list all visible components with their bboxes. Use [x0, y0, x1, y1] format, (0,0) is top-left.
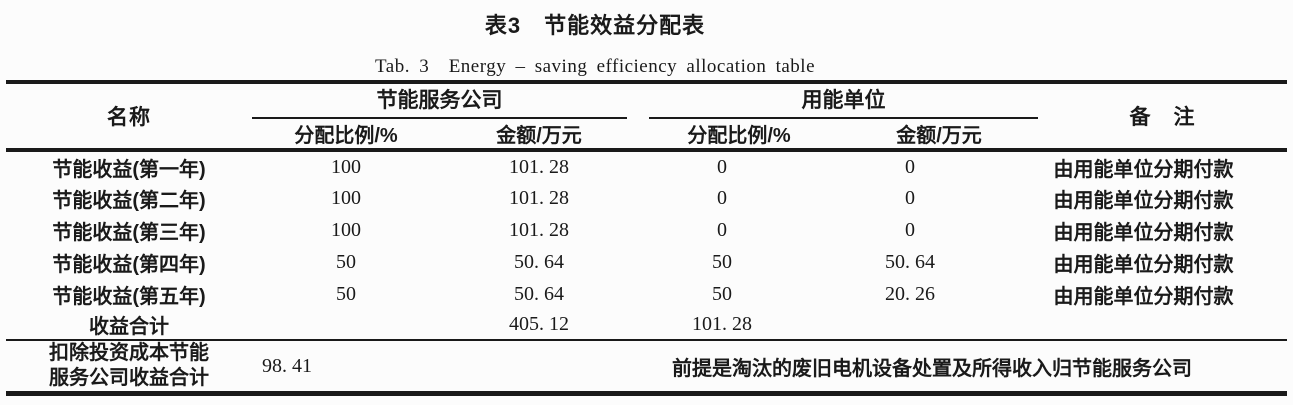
esco-ratio-value: 50: [336, 282, 356, 305]
remark-value: 由用能单位分期付款: [1053, 221, 1234, 244]
footer-label-line2: 服务公司收益合计: [49, 367, 209, 389]
esco-ratio-value: 50: [336, 250, 356, 273]
user-ratio-value: 0: [717, 186, 727, 209]
table-header: 名称 节能服务公司 用能单位 备 注 分配比例/% 金额/万元 分配比例/% 金…: [6, 82, 1287, 150]
row-label: 节能收益(第二年): [52, 189, 206, 212]
remark-value: 由用能单位分期付款: [1053, 158, 1234, 181]
footer-value: 98. 41: [262, 354, 312, 377]
col-header-esco-amount: 金额/万元: [496, 125, 582, 147]
esco-amount-value: 50. 64: [514, 250, 564, 273]
col-header-user-amount: 金额/万元: [896, 125, 982, 147]
col-header-name: 名称: [107, 106, 151, 129]
table-title-en: Tab. 3 Energy – saving efficiency alloca…: [374, 56, 816, 77]
user-amount-value: 0: [905, 186, 915, 209]
table-row: 节能收益(第四年) 50 50. 64 50 50. 64 由用能单位分期付款: [6, 246, 1287, 278]
footer-label: 扣除投资成本节能 服务公司收益合计: [6, 340, 252, 394]
table-row: 节能收益(第五年) 50 50. 64 50 20. 26 由用能单位分期付款: [6, 278, 1287, 310]
esco-amount-value: 101. 28: [509, 155, 569, 178]
row-label: 节能收益(第五年): [52, 285, 206, 308]
table-caption: 表3 节能效益分配表 Tab. 3 Energy – saving effici…: [0, 8, 1190, 78]
group-header-user: 用能单位: [638, 82, 1038, 119]
esco-amount-value: 101. 28: [509, 186, 569, 209]
esco-ratio-value: 100: [331, 186, 361, 209]
esco-ratio-value: 100: [331, 155, 361, 178]
row-label: 节能收益(第四年): [52, 253, 206, 276]
user-amount-value: 0: [905, 218, 915, 241]
table-row-subtotal: 收益合计 405. 12 101. 28: [6, 310, 1287, 340]
table-row: 节能收益(第三年) 100 101. 28 0 0 由用能单位分期付款: [6, 214, 1287, 246]
user-ratio-value: 0: [717, 155, 727, 178]
esco-amount-value: 101. 28: [509, 218, 569, 241]
remark-value: 由用能单位分期付款: [1053, 189, 1234, 212]
user-amount-value: 20. 26: [885, 282, 935, 305]
footer-label-line1: 扣除投资成本节能: [49, 342, 209, 364]
remark-value: [1038, 310, 1287, 340]
user-ratio-value: 50: [712, 282, 732, 305]
esco-amount-value: 405. 12: [509, 313, 569, 335]
user-ratio-value: 50: [712, 250, 732, 273]
user-amount-value: 50. 64: [885, 250, 935, 273]
esco-ratio-value: [252, 310, 440, 340]
col-header-remark: 备 注: [1129, 106, 1196, 129]
table-footer-row: 扣除投资成本节能 服务公司收益合计 98. 41 前提是淘汰的废旧电机设备处置及…: [6, 340, 1287, 394]
allocation-table: 名称 节能服务公司 用能单位 备 注 分配比例/% 金额/万元 分配比例/% 金…: [6, 80, 1287, 396]
row-label: 收益合计: [89, 316, 169, 338]
user-amount-value: 0: [905, 155, 915, 178]
user-ratio-value: 101. 28: [692, 313, 752, 335]
group-header-user-label: 用能单位: [649, 84, 1038, 119]
table-title-zh: 表3 节能效益分配表: [484, 13, 706, 38]
row-label: 节能收益(第三年): [52, 221, 206, 244]
row-label: 节能收益(第一年): [52, 158, 206, 181]
table-body: 节能收益(第一年) 100 101. 28 0 0 由用能单位分期付款 节能收益…: [6, 150, 1287, 394]
user-ratio-value: 0: [717, 218, 727, 241]
user-amount-value: [840, 310, 1038, 340]
table-row: 节能收益(第二年) 100 101. 28 0 0 由用能单位分期付款: [6, 182, 1287, 214]
footer-note: 前提是淘汰的废旧电机设备处置及所得收入归节能服务公司: [672, 357, 1192, 380]
header-row-groups: 名称 节能服务公司 用能单位 备 注: [6, 82, 1287, 129]
remark-value: 由用能单位分期付款: [1053, 253, 1234, 276]
col-header-esco-ratio: 分配比例/%: [294, 125, 398, 147]
header-row-subcolumns: 分配比例/% 金额/万元 分配比例/% 金额/万元: [6, 119, 1287, 150]
group-header-esco-label: 节能服务公司: [252, 84, 627, 119]
esco-amount-value: 50. 64: [514, 282, 564, 305]
col-header-user-ratio: 分配比例/%: [687, 125, 791, 147]
group-header-esco: 节能服务公司: [252, 82, 638, 119]
table-row: 节能收益(第一年) 100 101. 28 0 0 由用能单位分期付款: [6, 150, 1287, 182]
remark-value: 由用能单位分期付款: [1053, 285, 1234, 308]
esco-ratio-value: 100: [331, 218, 361, 241]
